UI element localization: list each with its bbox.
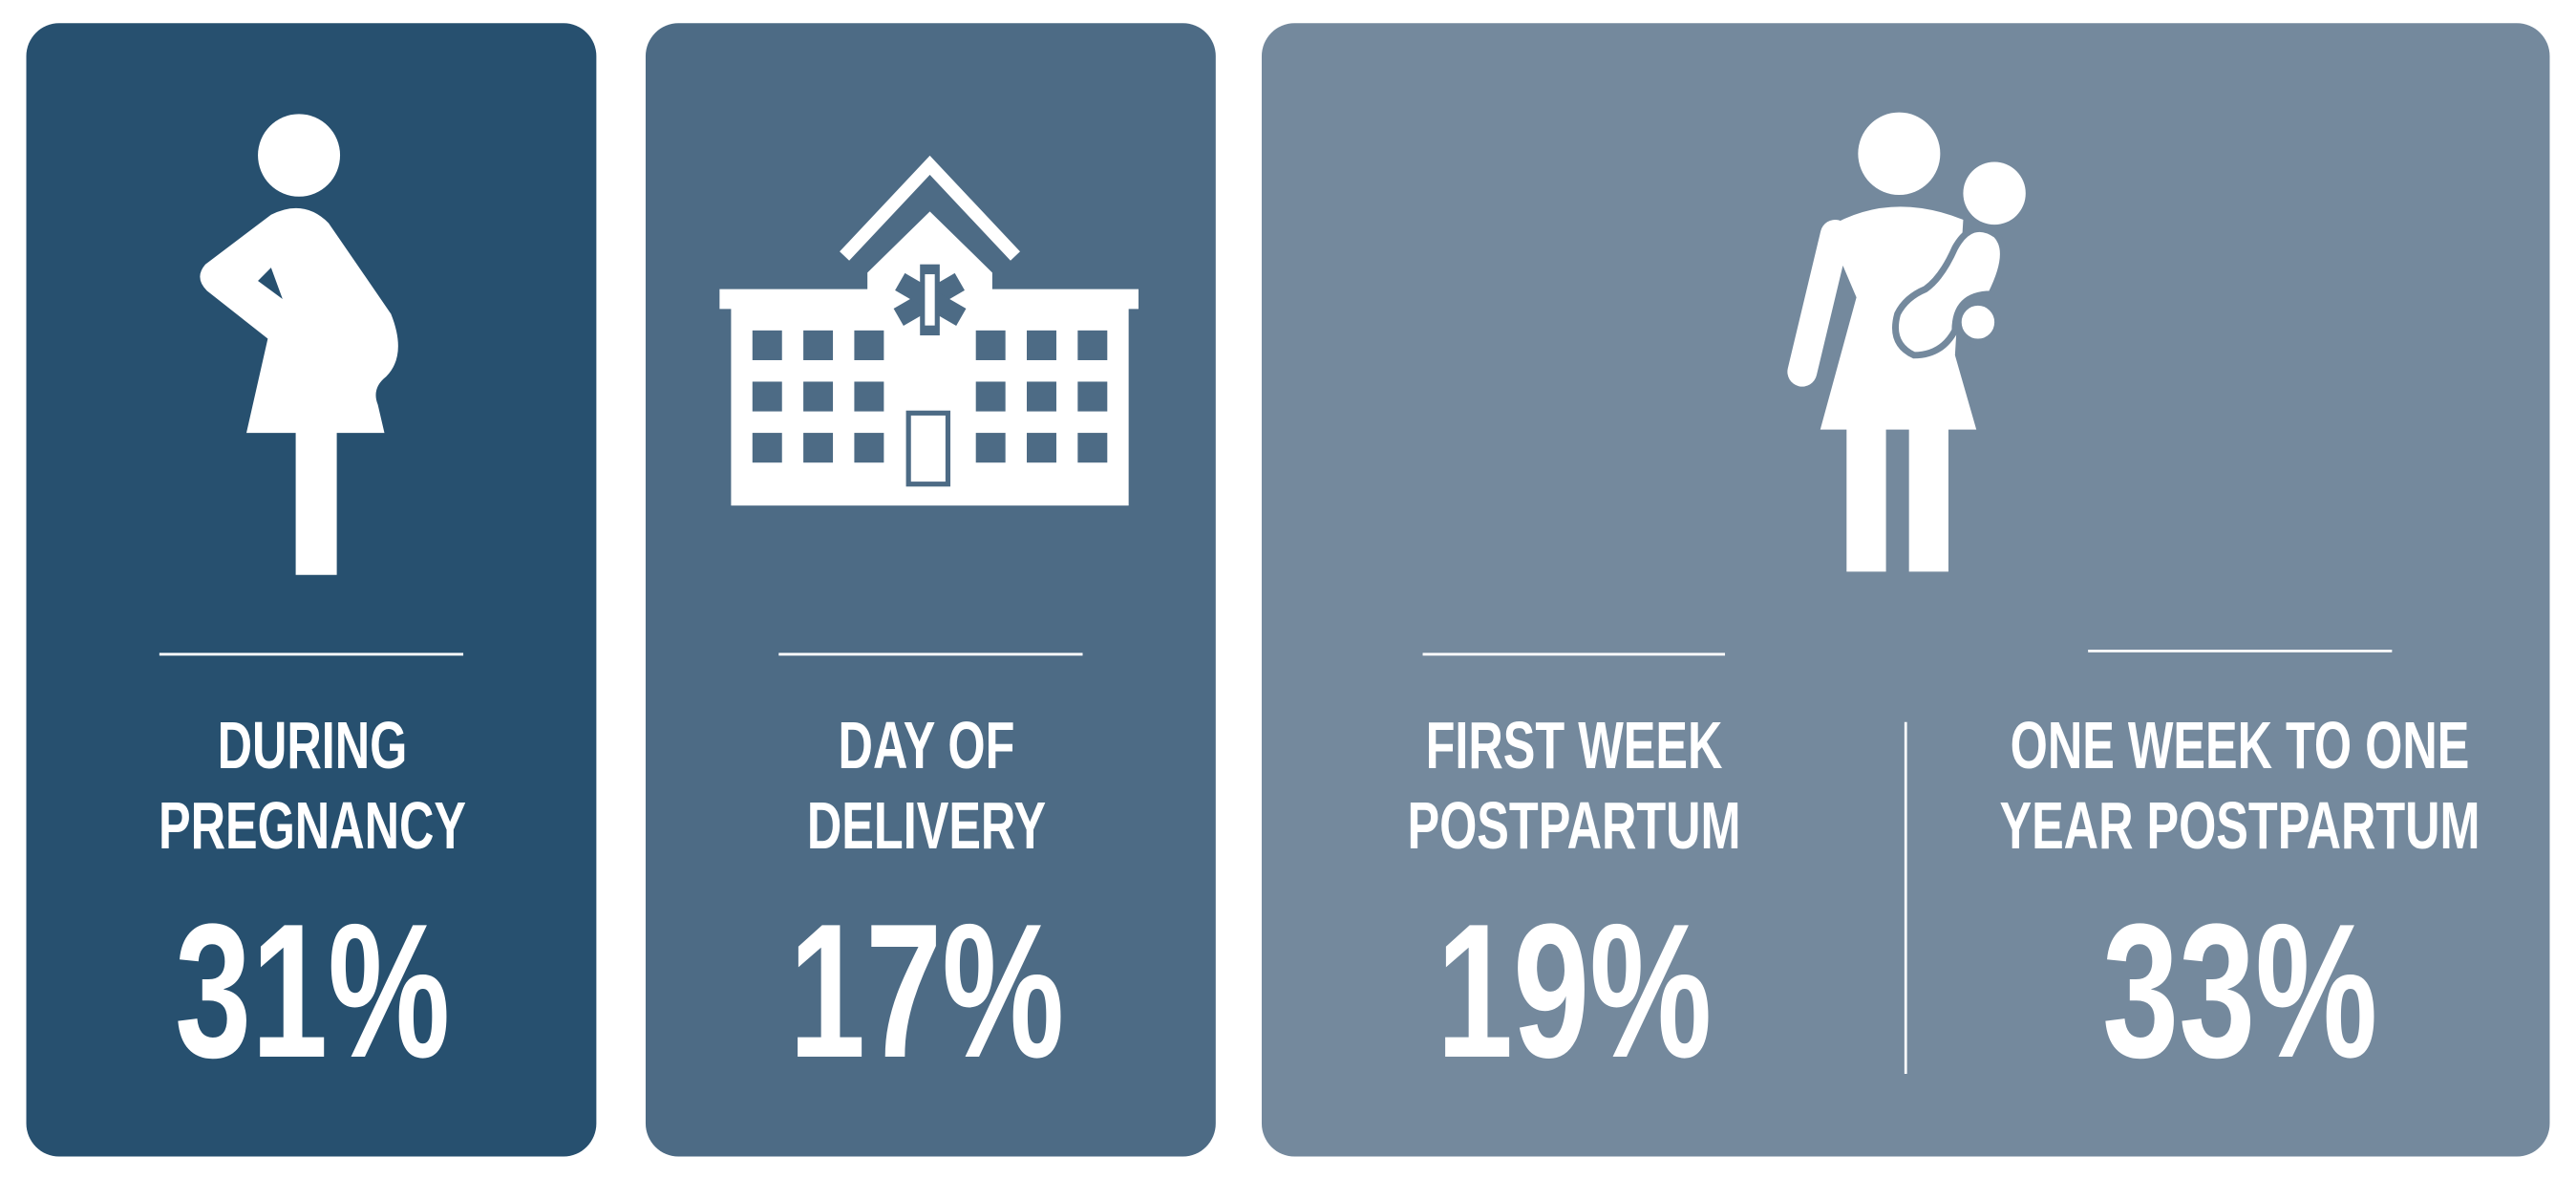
hospital-icon — [719, 155, 1139, 506]
stat-label: DURING PREGNANCY — [158, 708, 467, 863]
stat: DURING PREGNANCY 31% — [97, 705, 527, 1087]
stat-label: ONE WEEK TO ONE YEAR POSTPARTUM — [1999, 708, 2480, 863]
dividers — [159, 649, 2393, 1075]
stat-label: DAY OF DELIVERY — [806, 708, 1047, 863]
stat-label: FIRST WEEK POSTPARTUM — [1407, 708, 1741, 863]
stat: FIRST WEEK POSTPARTUM 19% — [1307, 705, 1842, 1087]
stat-value: 31% — [174, 885, 451, 1098]
stat: ONE WEEK TO ONE YEAR POSTPARTUM 33% — [1877, 705, 2576, 1087]
mother-baby-icon — [1787, 112, 2026, 572]
stat-value: 17% — [788, 885, 1065, 1098]
panel — [1261, 23, 2550, 1157]
panel — [26, 23, 597, 1157]
stat-value: 33% — [2101, 885, 2378, 1098]
pregnant-woman-icon — [200, 114, 398, 575]
stat: DAY OF DELIVERY 17% — [712, 705, 1141, 1087]
stat-value: 19% — [1436, 885, 1713, 1098]
